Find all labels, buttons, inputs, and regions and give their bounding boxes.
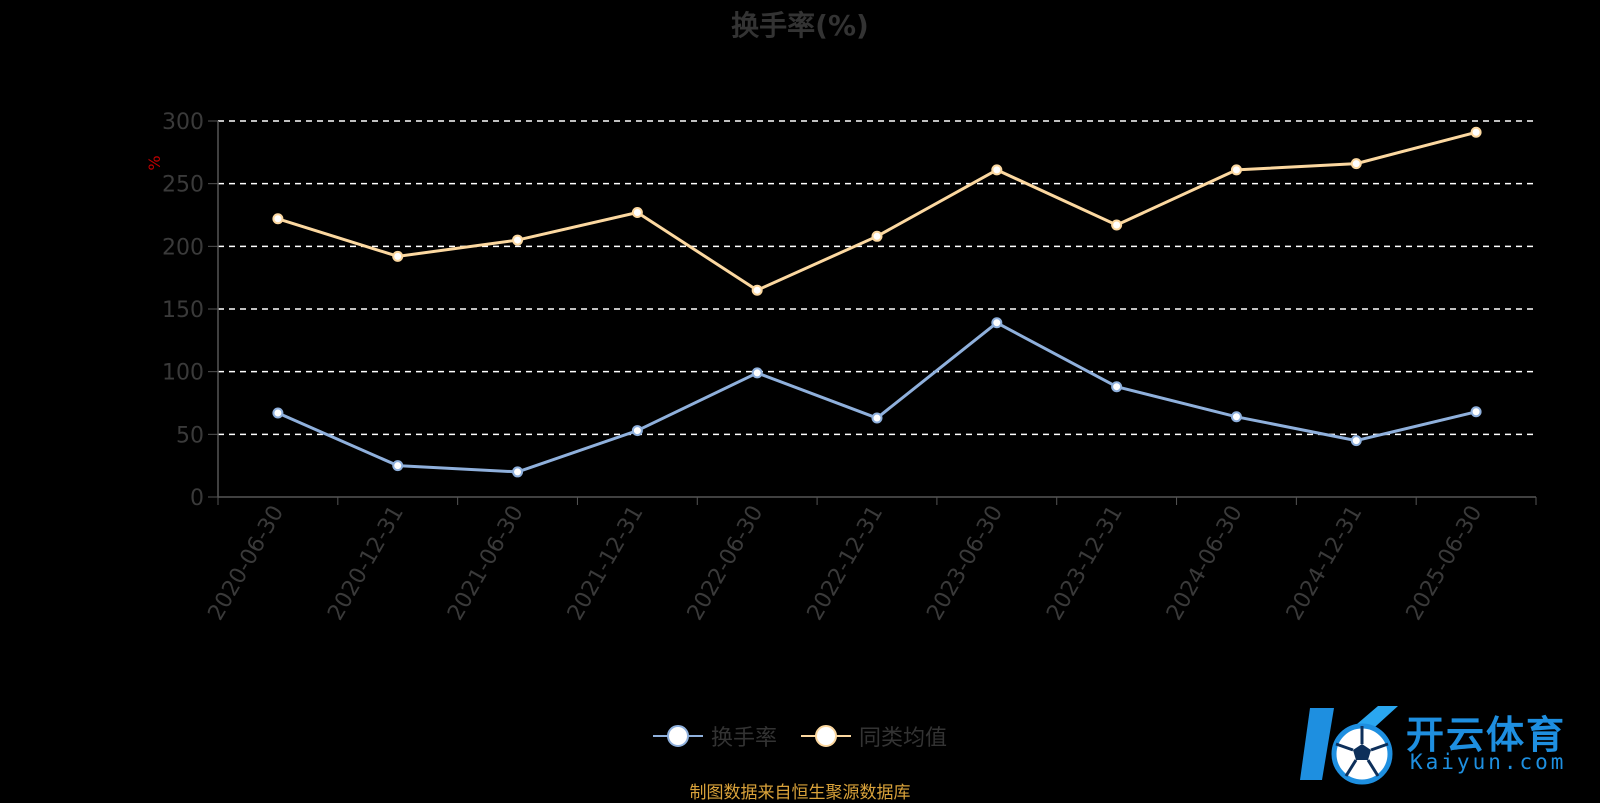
data-point	[272, 213, 284, 225]
data-point	[1350, 435, 1362, 447]
x-tick-label: 2022-12-31	[803, 502, 889, 625]
y-tick-label: 250	[162, 173, 204, 198]
legend-label-turnover: 换手率	[710, 726, 777, 751]
soccer-ball-logo-icon	[1300, 706, 1398, 785]
data-point	[751, 367, 763, 379]
legend-swatch-turnover	[652, 725, 703, 747]
watermark-logo: 开云体育 Kaiyun.com	[1300, 698, 1600, 788]
data-point	[392, 250, 404, 262]
data-point	[1111, 219, 1123, 231]
x-tick-label: 2024-06-30	[1162, 502, 1248, 625]
y-tick-label: 0	[190, 486, 204, 511]
data-point	[991, 317, 1003, 329]
data-point	[272, 407, 284, 419]
data-point	[392, 460, 404, 472]
legend-swatch-peer-average	[801, 725, 851, 747]
chart-title: 换手率(%)	[731, 9, 869, 42]
x-tick-label: 2023-12-31	[1042, 502, 1128, 625]
watermark-text-cn: 开云体育	[1406, 713, 1567, 757]
data-point	[871, 230, 883, 242]
x-tick-label: 2024-12-31	[1282, 502, 1368, 625]
x-tick-label: 2025-06-30	[1402, 502, 1488, 625]
y-tick-label: 200	[162, 235, 204, 260]
data-point	[751, 284, 763, 296]
series-line-peer-average	[277, 130, 1477, 292]
data-point	[512, 466, 524, 478]
x-tick-label: 2021-06-30	[443, 502, 529, 625]
series-line-turnover	[277, 321, 1477, 474]
x-tick-label: 2023-06-30	[922, 502, 1008, 625]
data-point	[991, 164, 1003, 176]
y-tick-label: 150	[162, 298, 204, 323]
data-point	[512, 234, 524, 246]
data-point	[631, 425, 643, 437]
y-tick-label: 50	[176, 423, 204, 448]
data-point	[1230, 164, 1242, 176]
legend-item-peer-average[interactable]: 同类均值	[801, 720, 947, 752]
data-point	[1470, 126, 1482, 138]
data-point	[1230, 411, 1242, 423]
x-tick-label: 2020-12-31	[323, 502, 409, 625]
source-note: 制图数据来自恒生聚源数据库	[689, 783, 911, 803]
data-point	[631, 206, 643, 218]
x-tick-label: 2020-06-30	[204, 502, 290, 625]
x-tick-label: 2022-06-30	[683, 502, 769, 625]
data-point	[1111, 381, 1123, 393]
legend: 换手率 同类均值	[0, 720, 1600, 752]
y-tick-label: 100	[162, 361, 204, 386]
y-tick-label: 300	[162, 110, 204, 135]
data-point	[1470, 406, 1482, 418]
watermark-text-en: Kaiyun.com	[1410, 750, 1567, 774]
legend-label-peer-average: 同类均值	[859, 726, 948, 751]
legend-item-turnover[interactable]: 换手率	[652, 720, 777, 752]
data-point	[871, 412, 883, 424]
data-point	[1350, 158, 1362, 170]
y-axis-unit-label: %	[145, 155, 164, 170]
x-tick-label: 2021-12-31	[563, 502, 649, 625]
